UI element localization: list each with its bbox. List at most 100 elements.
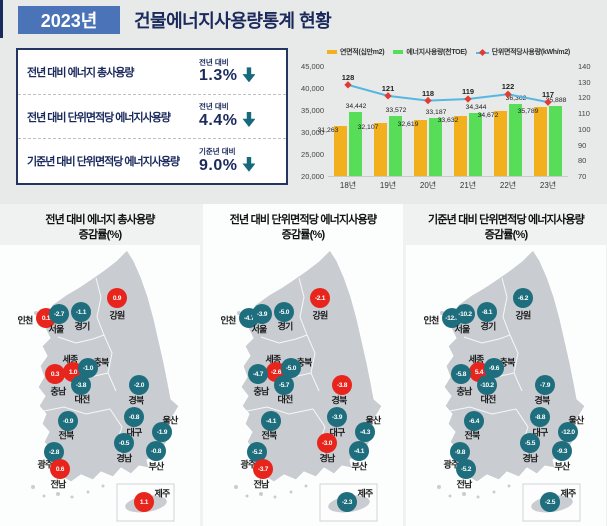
- line-marker-icon: [384, 92, 392, 100]
- bar-value-label: 35,789: [517, 107, 539, 115]
- region-badge-대전: -5.7: [274, 375, 294, 395]
- region-label-대전: 대전: [277, 394, 294, 405]
- region-label-경기: 경기: [480, 321, 497, 332]
- region-label-서울: 서울: [454, 324, 471, 335]
- region-badge-대구: -8.8: [530, 407, 550, 427]
- arrow-down-icon: [242, 156, 256, 172]
- region-label-세종: 세종: [265, 354, 282, 365]
- kpi-caption: 전년 대비: [199, 57, 229, 67]
- region-label-대전: 대전: [74, 394, 91, 405]
- region-badge-강원: 0.9: [107, 288, 127, 308]
- legend-item: 연면적(십만m2): [327, 47, 385, 57]
- arrow-down-icon: [242, 112, 256, 128]
- chart-legend: 연면적(십만m2) 에너지사용량(천TOE) 단위면적당사용량(kWh/m2): [292, 47, 605, 57]
- bar-value-label: 31,263: [317, 127, 339, 135]
- x-axis-label: 18년: [339, 181, 357, 190]
- line-marker-icon: [544, 98, 552, 106]
- region-label-부산: 부산: [351, 461, 368, 472]
- region-badge-제주: 1.1: [134, 492, 154, 512]
- bar-value-label: 36,362: [505, 95, 527, 102]
- region-label-충북: 충북: [93, 357, 110, 368]
- bar-energy-usage: [429, 117, 442, 176]
- region-label-제주: 제주: [154, 488, 171, 499]
- region-label-인천: 인천: [220, 315, 237, 326]
- bar-value-label: 34,442: [345, 103, 367, 111]
- region-badge-부산: -0.8: [146, 441, 166, 461]
- region-label-광주: 광주: [443, 459, 460, 470]
- region-badge-울산: -1.9: [152, 422, 172, 442]
- legend-chip: [327, 50, 338, 54]
- region-label-세종: 세종: [468, 354, 485, 365]
- bar-energy-usage: [549, 106, 562, 176]
- region-label-제주: 제주: [357, 488, 374, 499]
- bar-value-label: 35,888: [545, 97, 567, 105]
- kpi-label: 전년 대비 단위면적당 에너지사용량: [27, 111, 171, 124]
- region-badge-경북: -7.9: [535, 375, 555, 395]
- bar-value-label: 34,344: [465, 103, 487, 111]
- region-badge-부산: -4.1: [349, 441, 369, 461]
- region-label-충북: 충북: [296, 357, 313, 368]
- bar-energy-usage: [509, 104, 522, 176]
- map-title-total-energy: 전년 대비 에너지 총사용량 증감률(%): [45, 214, 155, 241]
- legend-item: 에너지사용량(천TOE): [393, 47, 467, 57]
- region-badge-광주: -9.8: [450, 442, 470, 462]
- legend-label: 연면적(십만m2): [340, 49, 385, 56]
- kpi-label: 전년 대비 에너지 총사용량: [27, 66, 135, 79]
- region-badge-전북: -6.4: [464, 411, 484, 431]
- y-axis-tick-right: 110: [578, 109, 590, 119]
- line-point-label: 122: [501, 82, 515, 92]
- region-badge-광주: -5.2: [247, 442, 267, 462]
- region-label-광주: 광주: [240, 459, 257, 470]
- region-badge-충남: -5.8: [451, 364, 471, 384]
- region-badge-충남: -4.7: [248, 364, 268, 384]
- bar-floor-area: [494, 111, 507, 176]
- region-badge-울산: -4.3: [355, 422, 375, 442]
- line-marker-icon: [504, 90, 512, 98]
- region-badge-전북: -0.9: [58, 411, 78, 431]
- kpi-value: 9.0%: [199, 156, 238, 174]
- region-badge-경북: -2.0: [129, 375, 149, 395]
- line-point-label: 121: [381, 83, 395, 93]
- kpi-value: 4.4%: [199, 112, 238, 130]
- region-label-충남: 충남: [456, 386, 473, 397]
- energy-usage-chart: 연면적(십만m2) 에너지사용량(천TOE) 단위면적당사용량(kWh/m2) 45,…: [292, 44, 605, 196]
- legend-label: 단위면적당사용량(kWh/m2): [491, 49, 571, 56]
- region-label-경기: 경기: [74, 321, 91, 332]
- map-title-unit-area-base: 기준년 대비 단위면적당 에너지사용량 증감률(%): [428, 214, 585, 241]
- line-point-label: 117: [541, 90, 555, 100]
- region-badge-울산: -12.0: [558, 422, 578, 442]
- region-label-대구: 대구: [329, 427, 346, 438]
- region-label-경북: 경북: [331, 395, 348, 406]
- bar-floor-area: [454, 116, 467, 176]
- korea-map-svg: [231, 249, 383, 522]
- korea-map-svg: [434, 249, 586, 522]
- legend-chip: [393, 50, 404, 54]
- bar-value-label: 33,632: [437, 117, 459, 125]
- region-label-울산: 울산: [568, 415, 585, 426]
- kpi-row-unit-area-yoy: 전년 대비 단위면적당 에너지사용량 전년 대비 4.4%: [18, 93, 286, 139]
- region-badge-대구: -0.8: [124, 407, 144, 427]
- region-label-세종: 세종: [62, 354, 79, 365]
- bar-floor-area: [414, 120, 427, 176]
- region-label-울산: 울산: [162, 415, 179, 426]
- y-axis-tick-right: 130: [578, 77, 591, 87]
- bar-floor-area: [534, 106, 547, 176]
- region-badge-충북: -9.6: [484, 358, 504, 378]
- region-label-전남: 전남: [456, 479, 473, 490]
- line-marker-icon: [464, 95, 472, 103]
- legend-line-marker-icon: [475, 48, 489, 56]
- korea-map-unit-area-yoy: 인천 -4.7 서울 -3.9 경기 -5.0 강원 -2.1 세종 -2.6 충북 -5.0 충남 -4…: [203, 245, 403, 526]
- region-label-서울: 서울: [251, 324, 268, 335]
- y-axis-tick-left: 25,000: [301, 150, 324, 159]
- region-label-대구: 대구: [532, 427, 549, 438]
- region-label-경북: 경북: [534, 395, 551, 406]
- region-label-전북: 전북: [464, 430, 481, 441]
- region-badge-서울: -3.9: [252, 304, 272, 324]
- bar-value-label: 34,672: [477, 112, 499, 120]
- bar-energy-usage: [469, 112, 482, 176]
- region-badge-대전: -3.8: [71, 375, 91, 395]
- bar-floor-area: [374, 122, 387, 176]
- kpi-value: 1.3%: [199, 67, 238, 85]
- region-badge-경남: -5.5: [520, 433, 540, 453]
